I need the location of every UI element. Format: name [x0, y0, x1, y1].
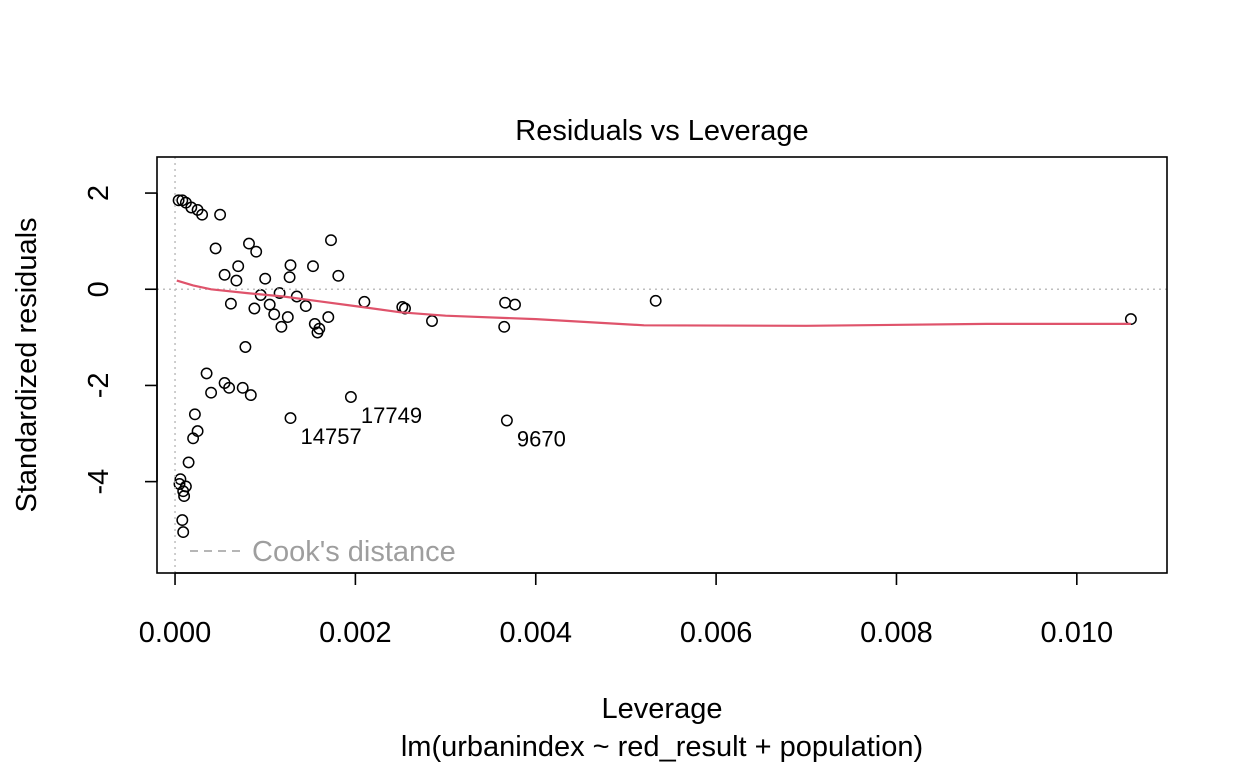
data-point	[243, 237, 255, 250]
x-tick-label: 0.004	[499, 617, 572, 649]
legend-cooks-distance: Cook's distance	[252, 536, 456, 568]
data-point	[174, 473, 187, 486]
data-point	[311, 326, 324, 339]
data-point	[205, 386, 218, 399]
reference-lines	[157, 157, 1167, 573]
data-point	[178, 490, 191, 503]
data-point	[299, 300, 312, 313]
data-point	[218, 268, 231, 281]
data-point	[224, 297, 237, 310]
data-point	[182, 456, 195, 469]
smoother-line	[176, 279, 1131, 327]
data-point	[177, 485, 190, 498]
x-tick-label: 0.008	[860, 617, 933, 649]
data-point	[218, 377, 231, 389]
data-point	[250, 245, 263, 258]
y-tick-label: -4	[83, 469, 115, 495]
point-label: 17749	[361, 403, 422, 428]
data-point	[322, 311, 335, 324]
data-point	[248, 302, 261, 315]
data-point	[268, 308, 281, 321]
labeled-data-point	[500, 414, 513, 427]
chart-subtitle: lm(urbanindex ~ red_result + population)	[401, 731, 923, 763]
data-point	[358, 295, 371, 308]
data-point	[281, 311, 294, 324]
data-point	[214, 208, 227, 221]
data-point	[263, 298, 276, 311]
data-point	[498, 320, 511, 333]
axes-layer: 0.000 0.002 0.004 0.006 0.008 0.010 -4 -2 0 2	[83, 185, 1113, 649]
data-point	[308, 317, 321, 330]
data-point	[236, 381, 249, 394]
data-point	[200, 367, 213, 380]
data-point	[209, 242, 222, 255]
data-point	[172, 194, 185, 207]
plot-frame	[156, 156, 1168, 574]
data-point	[173, 478, 186, 490]
y-tick-label: -2	[83, 373, 115, 399]
x-tick-label: 0.010	[1041, 617, 1114, 649]
data-point	[332, 269, 345, 282]
data-point	[188, 408, 201, 421]
data-point	[509, 298, 521, 311]
data-point	[275, 320, 288, 333]
data-point	[244, 389, 257, 402]
data-point	[239, 341, 252, 353]
data-point	[230, 274, 243, 287]
x-axis-label: Leverage	[602, 693, 723, 725]
data-point	[273, 287, 286, 300]
data-point	[232, 260, 245, 273]
points-layer	[172, 194, 1137, 539]
data-point	[499, 296, 512, 309]
data-point	[325, 234, 337, 247]
data-point	[649, 294, 662, 307]
data-point	[284, 259, 297, 272]
y-tick-label: 2	[83, 185, 115, 201]
data-point	[185, 201, 198, 214]
point-label: 9670	[517, 427, 566, 452]
x-tick-label: 0.000	[139, 617, 212, 649]
x-tick-label: 0.006	[680, 617, 753, 649]
data-point	[176, 514, 189, 527]
data-point	[283, 271, 296, 284]
data-point	[191, 203, 204, 216]
y-tick-label: 0	[83, 281, 115, 297]
chart-title: Residuals vs Leverage	[515, 115, 808, 147]
labeled-data-point	[284, 412, 297, 425]
data-point	[259, 272, 272, 285]
data-point	[177, 526, 190, 539]
y-axis-label: Standardized residuals	[11, 217, 43, 512]
data-point	[290, 290, 303, 303]
data-point	[426, 315, 438, 327]
labeled-data-point	[344, 391, 357, 403]
data-point	[307, 260, 319, 273]
point-label: 14757	[301, 424, 362, 449]
x-tick-label: 0.002	[319, 617, 392, 649]
data-point	[187, 432, 200, 445]
data-point	[1124, 313, 1137, 326]
